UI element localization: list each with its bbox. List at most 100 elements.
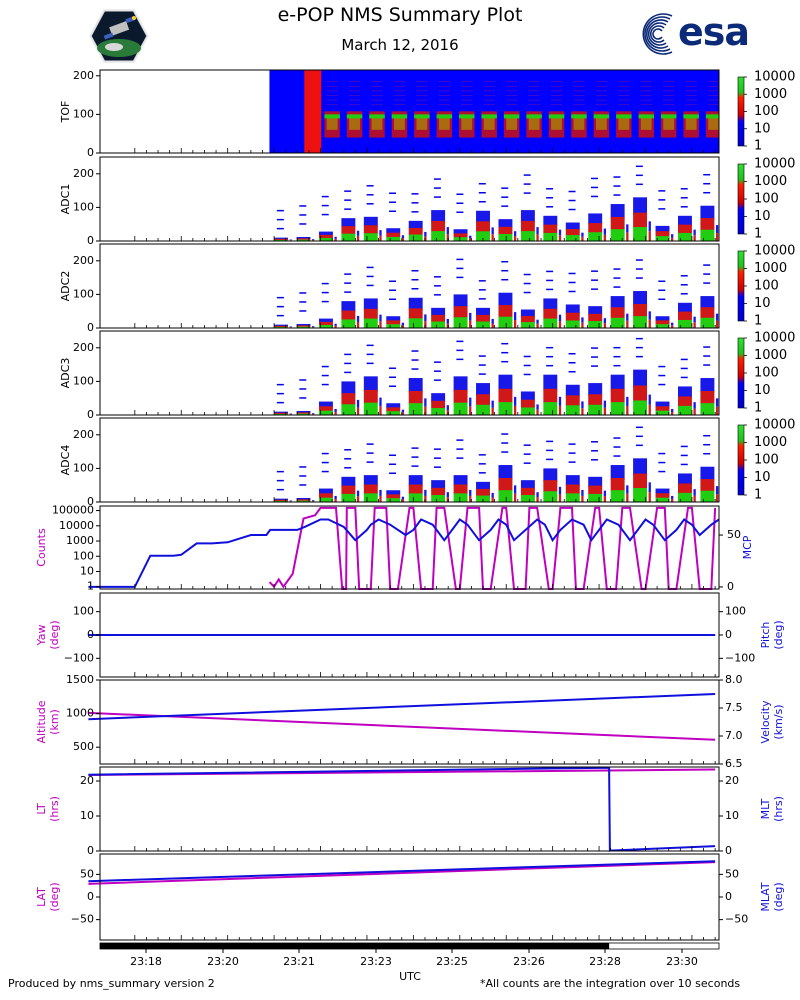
burst-blue [296,236,311,239]
burst-side-blue [469,489,472,496]
burst-side-blue [603,400,607,408]
burst-blue [476,383,490,396]
burst-side-red [401,412,405,415]
tof-peak-green [436,114,453,119]
colorbar-label: 10000 [754,244,795,259]
burst-red [274,412,289,414]
x-tick-label: 23:18 [130,955,162,968]
pitch-ylabel: Pitch [759,622,772,649]
burst-blue [677,473,692,485]
burst-blue [431,480,446,489]
burst-green [431,321,446,328]
y-tick-label: 20 [80,774,94,787]
burst-side-blue [603,490,607,497]
burst-side-blue [356,399,360,408]
burst-side-blue [401,496,405,500]
burst-blue [341,218,356,228]
spectrogram-tof [269,70,719,153]
burst-blue [677,215,692,226]
burst-red [341,393,356,405]
tof-peak-green [503,114,520,119]
mlt-ylabel: MLT [759,798,772,819]
tof-peak-green [369,114,385,119]
burst-side-blue [513,396,517,406]
burst-green [700,490,715,502]
y-tick-label: 200 [73,167,94,180]
y-tick-label: 200 [73,341,94,354]
burst-green [520,322,535,328]
burst-blue [296,323,311,326]
y-tick-label: −50 [725,913,748,926]
burst-side-red [693,322,696,328]
burst-blue [296,410,311,413]
burst-blue [341,381,356,395]
panel-ylabel: ADC2 [59,271,72,302]
burst-side-blue [648,482,651,493]
burst-red [476,221,490,232]
y-tick-label: 100 [73,287,94,300]
colorbar [737,76,745,147]
mcp-ylabel: MCP [741,535,754,559]
burst-blue [655,225,670,232]
burst-red [386,407,401,412]
tof-peak-core [528,114,540,130]
burst-blue [363,376,378,392]
burst-side-red [356,407,360,415]
burst-side-blue [491,400,494,408]
y-tick-label: 1000 [66,534,94,547]
burst-red [296,238,311,240]
burst-blue [453,475,468,486]
burst-blue [363,216,378,227]
burst-side-red [379,321,382,328]
lat-ylabel-unit: (deg) [48,882,61,911]
colorbar-label: 100 [754,366,779,381]
burst-side-blue [356,230,360,236]
spectrogram-adc1 [274,165,719,241]
burst-red [633,385,648,402]
burst-side-red [379,495,382,502]
burst-blue [520,480,535,489]
colorbar-label: 1000 [754,174,787,189]
burst-side-blue [401,322,405,326]
panel-frame [99,505,720,590]
burst-green [476,404,490,415]
burst-green [565,493,580,502]
burst-side-red [513,493,517,502]
y-tick-label: 0 [87,408,94,421]
panel-frame [99,69,720,154]
burst-side-blue [626,396,629,406]
burst-side-red [715,494,719,502]
burst-side-blue [379,397,382,407]
burst-blue [610,204,625,219]
burst-green [677,319,692,328]
y-tick-label: 0 [87,495,94,508]
burst-blue [476,481,490,490]
burst-side-blue [334,408,337,412]
burst-side-red [626,493,629,502]
y-tick-label: 10 [80,564,94,577]
burst-red [341,485,356,495]
burst-side-red [536,409,539,415]
colorbar [737,424,745,496]
y-tick-label: 0 [87,844,94,857]
burst-blue [431,393,446,402]
lat-ylabel: LAT [35,887,48,907]
burst-side-blue [581,232,584,237]
colorbar-label: 10 [754,209,771,224]
panel-frame [99,766,720,852]
colorbar [737,163,745,235]
burst-side-blue [334,323,337,326]
burst-red [453,389,468,404]
burst-green [543,318,558,328]
burst-side-blue [581,489,584,496]
colorbar [737,250,745,322]
burst-side-red [536,497,539,502]
burst-blue [363,475,378,486]
burst-side-blue [693,316,696,323]
altitude-ylabel-unit: (km) [48,709,61,735]
burst-red [565,484,580,494]
y-tick-label: 100 [73,461,94,474]
burst-green [677,405,692,415]
colorbar-label: 1 [754,401,762,416]
x-axis-label: UTC [399,970,421,983]
